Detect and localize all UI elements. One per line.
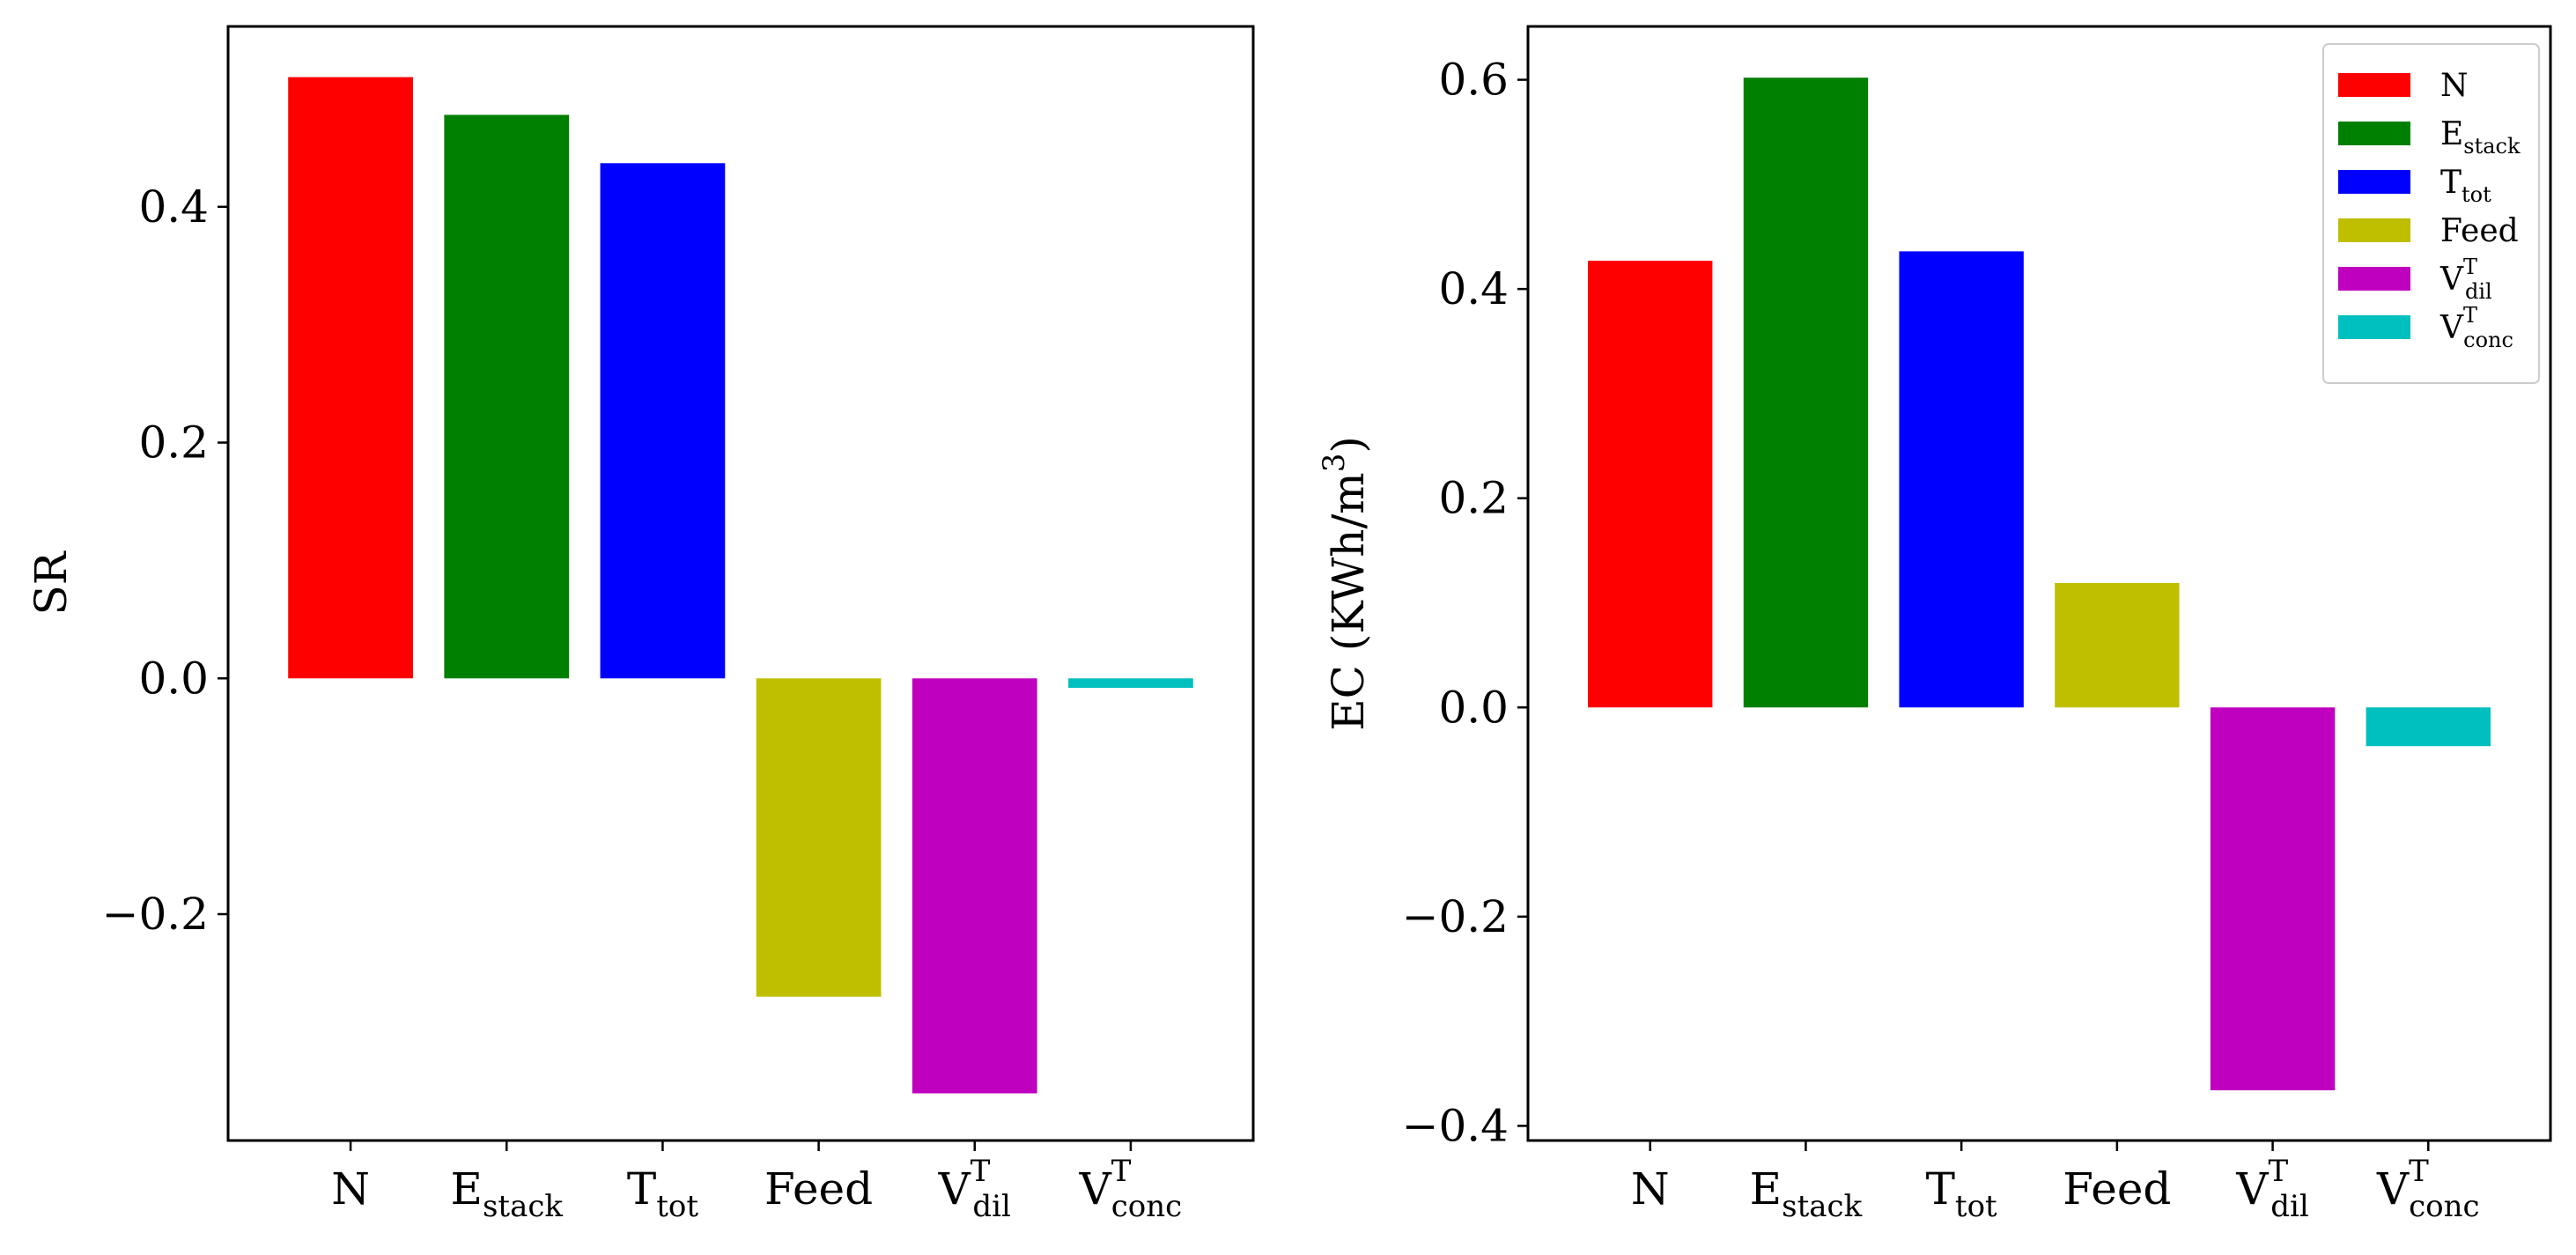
x-tick-label-sup: T	[1111, 1154, 1132, 1189]
x-tick-label: N	[331, 1163, 370, 1214]
y-tick-label: −0.2	[102, 889, 209, 940]
x-tick-label-sub: stack	[483, 1189, 563, 1224]
bar	[1743, 78, 1869, 708]
legend-label-sup: T	[2463, 303, 2477, 328]
bar	[2366, 707, 2491, 747]
x-tick-label: VT conc	[2376, 1154, 2480, 1224]
legend-label-sub: tot	[2462, 182, 2491, 207]
bar	[1588, 261, 1713, 708]
bar	[1899, 251, 2024, 708]
y-axis-label: EC (KWh/m3)	[1317, 436, 1374, 731]
ec-bar-chart: −0.4−0.20.00.20.40.6N Estack Ttot Feed VT dil…	[1317, 25, 2552, 1224]
y-tick-label: −0.4	[1402, 1100, 1509, 1151]
bar	[288, 77, 413, 679]
bar	[2210, 707, 2336, 1090]
x-tick-label-base: E	[1750, 1163, 1783, 1214]
y-axis-label-sup: 3	[1317, 454, 1352, 473]
legend-label-base: T	[2440, 165, 2462, 201]
x-tick-label-base: Feed	[764, 1163, 873, 1214]
legend-label-base: Feed	[2440, 213, 2519, 249]
x-tick-label: Ttot	[1926, 1163, 1997, 1224]
y-axis-label-text: SR	[26, 550, 77, 615]
x-tick-label-sub: conc	[1111, 1189, 1182, 1224]
axes-frame	[226, 25, 1255, 1142]
x-tick-label-sub: dil	[2270, 1189, 2309, 1224]
legend-label-base: N	[2440, 68, 2469, 104]
x-tick-label: Feed	[2063, 1163, 2171, 1214]
x-tick-label-base: T	[1926, 1163, 1955, 1214]
x-tick-label-base: V	[2235, 1163, 2269, 1214]
x-tick-label: VT dil	[938, 1154, 1011, 1224]
legend-swatch	[2338, 170, 2410, 194]
x-tick-label-base: N	[331, 1163, 370, 1214]
x-tick-label-sup: T	[2409, 1154, 2429, 1189]
legend-label: Estack	[2440, 116, 2521, 159]
y-tick-label: −0.2	[1402, 891, 1509, 942]
bar	[2055, 582, 2180, 708]
x-tick-label: VT conc	[1079, 1154, 1183, 1224]
x-tick-label: Feed	[764, 1163, 873, 1214]
x-tick-label-sub: tot	[1955, 1189, 1997, 1224]
x-tick-label-base: V	[1079, 1163, 1112, 1214]
bar	[912, 678, 1037, 1094]
x-tick-label-sup: T	[2269, 1154, 2289, 1189]
legend-label-sup: T	[2463, 255, 2477, 279]
x-tick-label-sub: tot	[656, 1189, 698, 1224]
y-tick-label: 0.2	[138, 417, 209, 469]
y-tick-label: 0.2	[1438, 473, 1509, 524]
legend-label: Ttot	[2440, 165, 2491, 207]
x-tick-label: Estack	[450, 1163, 563, 1224]
y-tick-label: 0.4	[138, 181, 209, 233]
legend-swatch	[2338, 122, 2410, 145]
x-tick-label-base: T	[627, 1163, 656, 1214]
y-axis-label: SR	[26, 550, 77, 615]
legend-label: VT conc	[2439, 303, 2513, 352]
bar	[756, 678, 882, 997]
y-tick-label: 0.0	[138, 653, 209, 704]
axes-frame	[1526, 25, 2552, 1142]
x-tick-label: VT dil	[2235, 1154, 2308, 1224]
x-tick-label-sub: dil	[972, 1189, 1011, 1224]
y-tick-label: 0.4	[1438, 263, 1509, 314]
legend-label-sub: conc	[2463, 328, 2513, 352]
legend-label-base: V	[2439, 310, 2464, 346]
y-axis-label-text: EC (KWh/m	[1323, 472, 1374, 731]
bar	[600, 163, 726, 679]
x-tick-label-base: V	[938, 1163, 971, 1214]
legend-label-base: V	[2439, 262, 2464, 298]
x-tick-label: Estack	[1750, 1163, 1863, 1224]
legend-label: VT dil	[2439, 255, 2492, 304]
legend-label: Feed	[2440, 213, 2519, 249]
x-tick-label-sub: conc	[2409, 1189, 2479, 1224]
sr-bar-chart: −0.20.00.20.4N Estack Ttot Feed VT dil VT concS…	[26, 25, 1255, 1224]
x-tick-label: N	[1631, 1163, 1670, 1214]
x-tick-label-sub: stack	[1782, 1189, 1862, 1224]
x-tick-label-sup: T	[971, 1154, 991, 1189]
legend-label-base: E	[2440, 116, 2463, 152]
legend-label: N	[2440, 68, 2469, 104]
bar	[1068, 678, 1193, 688]
x-tick-label-base: Feed	[2063, 1163, 2171, 1214]
x-tick-label-base: V	[2376, 1163, 2410, 1214]
legend-label-sub: stack	[2463, 134, 2521, 159]
legend-swatch	[2338, 218, 2410, 242]
y-tick-label: 0.6	[1438, 55, 1509, 106]
x-tick-label: Ttot	[627, 1163, 698, 1224]
y-axis-label-end: )	[1323, 436, 1374, 454]
legend-swatch	[2338, 267, 2410, 291]
x-tick-label-base: E	[450, 1163, 483, 1214]
legend-label-sub: dil	[2465, 279, 2492, 304]
y-tick-label: 0.0	[1438, 682, 1509, 733]
x-tick-label-base: N	[1631, 1163, 1670, 1214]
bar	[444, 114, 570, 679]
legend-swatch	[2338, 315, 2410, 339]
legend-swatch	[2338, 73, 2410, 97]
